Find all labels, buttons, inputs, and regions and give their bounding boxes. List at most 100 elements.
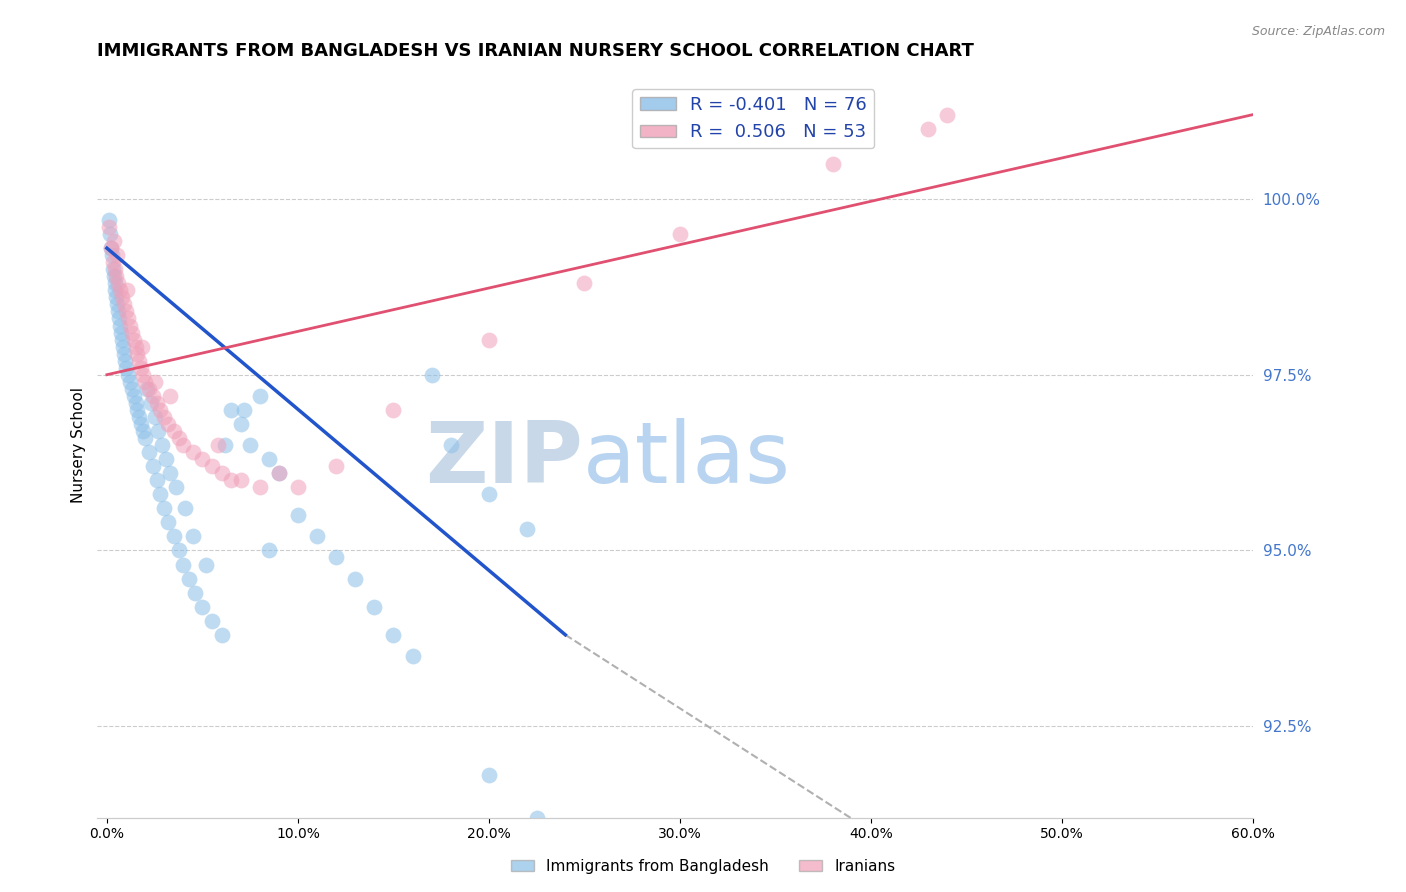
Point [103,269,125,284]
Point [669,227,692,241]
Point [117,311,139,326]
Point [191,599,214,614]
Point [211,466,233,480]
Text: ZIP: ZIP [425,418,582,501]
Point [184,585,207,599]
Point [124,340,146,354]
Point [136,382,159,396]
Point [401,648,423,663]
Point [325,550,347,565]
Point [132,424,155,438]
Point [131,340,153,354]
Point [107,304,129,318]
Point [420,368,443,382]
Point [142,389,165,403]
Point [111,290,134,304]
Point [163,424,186,438]
Point [100,241,122,255]
Point [122,389,145,403]
Point [107,248,129,262]
Point [936,107,959,121]
Point [112,346,135,360]
Point [149,402,172,417]
Point [174,501,197,516]
Point [149,487,172,501]
Point [145,396,167,410]
Point [516,522,538,536]
Point [115,360,138,375]
Point [115,284,138,298]
Point [139,396,162,410]
Point [344,572,367,586]
Point [103,277,125,291]
Text: atlas: atlas [582,418,790,501]
Point [155,452,177,467]
Point [157,417,180,431]
Point [112,340,135,354]
Point [148,424,170,438]
Point [211,628,233,642]
Point [138,445,160,459]
Point [110,318,132,333]
Point [287,508,309,523]
Point [121,326,143,340]
Point [100,241,122,255]
Point [107,297,129,311]
Point [122,333,145,347]
Point [821,157,844,171]
Legend: Immigrants from Bangladesh, Iranians: Immigrants from Bangladesh, Iranians [505,853,901,880]
Legend: R = -0.401   N = 76, R =  0.506   N = 53: R = -0.401 N = 76, R = 0.506 N = 53 [633,89,875,148]
Point [478,487,501,501]
Point [134,431,156,445]
Point [100,248,122,262]
Point [201,614,224,628]
Point [105,269,128,284]
Point [363,599,385,614]
Text: IMMIGRANTS FROM BANGLADESH VS IRANIAN NURSERY SCHOOL CORRELATION CHART: IMMIGRANTS FROM BANGLADESH VS IRANIAN NU… [97,42,974,60]
Point [117,368,139,382]
Point [325,459,347,474]
Point [101,262,124,277]
Point [526,811,548,825]
Point [129,417,152,431]
Point [118,375,141,389]
Point [103,234,125,248]
Point [287,480,309,494]
Point [145,473,167,487]
Point [172,438,194,452]
Point [112,297,135,311]
Point [110,284,132,298]
Point [115,304,138,318]
Point [163,529,186,543]
Point [233,402,256,417]
Point [239,438,262,452]
Point [305,529,328,543]
Point [159,389,181,403]
Point [382,628,405,642]
Point [129,360,152,375]
Point [249,480,271,494]
Point [574,277,596,291]
Point [107,277,129,291]
Point [143,375,166,389]
Point [134,375,156,389]
Point [229,417,252,431]
Point [121,382,143,396]
Point [118,318,141,333]
Point [165,480,187,494]
Point [153,501,176,516]
Point [207,438,229,452]
Point [124,396,146,410]
Point [169,543,191,558]
Point [267,466,290,480]
Point [172,558,194,572]
Point [128,353,150,368]
Point [143,409,166,424]
Point [249,389,271,403]
Point [382,402,405,417]
Point [127,346,149,360]
Point [440,438,463,452]
Point [138,382,160,396]
Point [150,438,173,452]
Point [128,409,150,424]
